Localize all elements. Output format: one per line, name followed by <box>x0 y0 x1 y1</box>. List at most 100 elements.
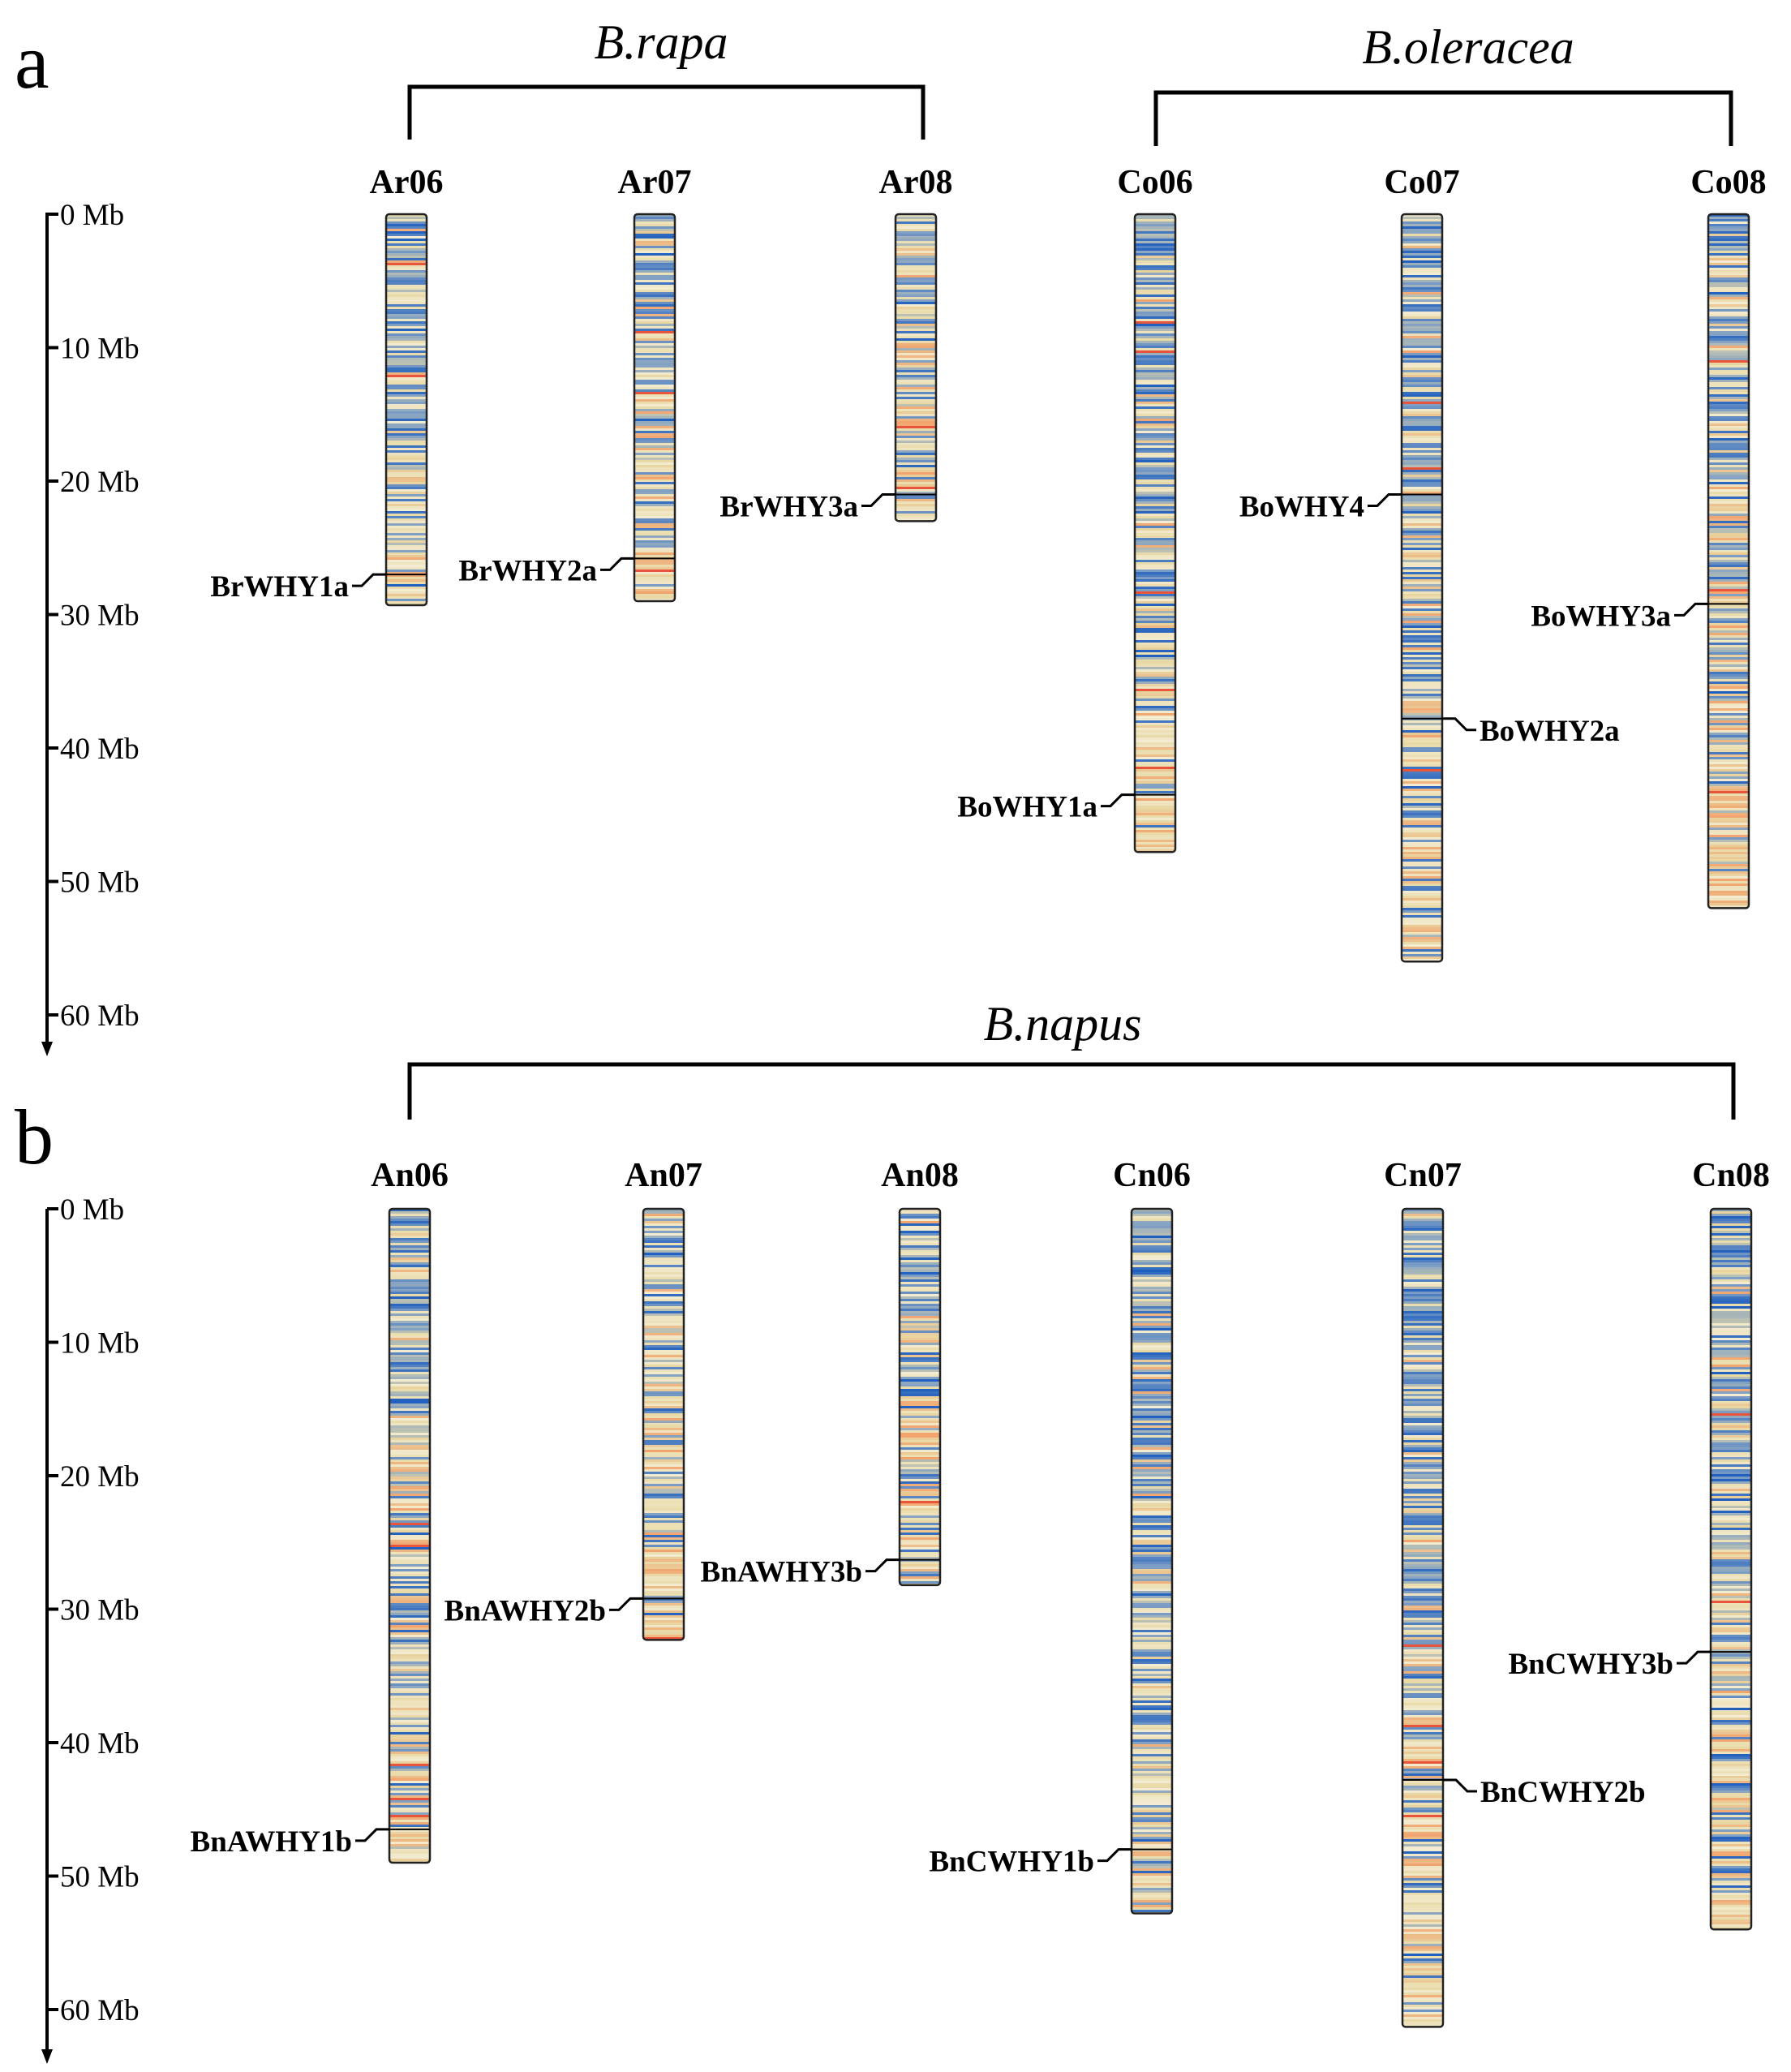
density-stripe <box>1708 343 1749 346</box>
density-stripe <box>1402 708 1442 711</box>
density-stripe <box>643 1550 684 1552</box>
density-stripe <box>1135 346 1175 348</box>
density-stripe <box>896 404 936 406</box>
density-stripe <box>1135 835 1175 837</box>
density-stripe <box>643 1326 684 1328</box>
density-stripe <box>389 1652 430 1654</box>
density-stripe <box>1402 416 1442 419</box>
density-stripe <box>1402 674 1442 677</box>
density-stripe <box>1708 655 1749 657</box>
density-stripe <box>1132 1326 1172 1328</box>
density-stripe <box>643 1606 684 1608</box>
density-stripe <box>386 229 427 231</box>
density-stripe <box>634 458 675 460</box>
density-stripe <box>900 1440 940 1442</box>
density-stripe <box>1711 1849 1751 1851</box>
density-stripe <box>896 302 936 304</box>
density-stripe <box>643 1238 684 1240</box>
density-stripe <box>1708 570 1749 572</box>
density-stripe <box>1132 1902 1172 1905</box>
density-stripe <box>1708 538 1749 540</box>
density-stripe <box>386 265 427 268</box>
density-stripe <box>1402 229 1442 231</box>
density-stripe <box>1135 360 1175 363</box>
density-stripe <box>900 1379 940 1382</box>
density-stripe <box>1402 1864 1443 1866</box>
density-stripe <box>1711 1793 1751 1795</box>
density-stripe <box>1135 479 1175 482</box>
density-stripe <box>1711 1316 1751 1318</box>
density-stripe <box>896 397 936 399</box>
density-stripe <box>1708 531 1749 533</box>
density-stripe <box>1402 1829 1443 1832</box>
density-stripe <box>1402 628 1442 630</box>
density-stripe <box>1402 1893 1443 1895</box>
density-stripe <box>1402 1749 1443 1752</box>
density-stripe <box>389 1559 430 1562</box>
density-stripe <box>643 1348 684 1350</box>
density-stripe <box>1132 1613 1172 1615</box>
density-stripe <box>389 1299 430 1301</box>
density-stripe <box>1402 455 1442 458</box>
density-stripe <box>386 263 427 265</box>
density-stripe <box>900 1369 940 1372</box>
density-stripe <box>1402 1357 1443 1360</box>
density-stripe <box>1135 657 1175 660</box>
gene-connector <box>1443 1778 1477 1793</box>
density-stripe <box>389 1567 430 1569</box>
density-stripe <box>900 1289 940 1292</box>
density-stripe <box>896 387 936 389</box>
density-stripe <box>1132 1214 1172 1216</box>
density-stripe <box>386 453 427 455</box>
density-stripe <box>1402 1644 1443 1647</box>
density-stripe <box>1132 1808 1172 1810</box>
density-stripe <box>1711 1277 1751 1279</box>
density-stripe <box>1402 258 1442 260</box>
density-stripe <box>1132 1881 1172 1883</box>
density-stripe <box>1132 1610 1172 1613</box>
density-stripe <box>643 1231 684 1233</box>
density-stripe <box>900 1491 940 1494</box>
density-stripe <box>1402 664 1442 667</box>
density-stripe <box>1402 621 1442 623</box>
density-stripe <box>643 1301 684 1304</box>
density-stripe <box>1402 574 1442 577</box>
density-stripe <box>1402 1696 1443 1698</box>
density-stripe <box>1132 1744 1172 1747</box>
density-stripe <box>1135 377 1175 380</box>
density-stripe <box>1402 1588 1443 1591</box>
density-stripe <box>1135 336 1175 338</box>
density-stripe <box>1135 387 1175 389</box>
density-stripe <box>1132 1793 1172 1795</box>
density-stripe <box>1132 1450 1172 1452</box>
density-stripe <box>1135 316 1175 319</box>
density-stripe <box>1132 1696 1172 1698</box>
density-stripe <box>386 353 427 355</box>
density-stripe <box>1711 1433 1751 1435</box>
density-stripe <box>1132 1856 1172 1859</box>
density-stripe <box>1402 1411 1443 1413</box>
density-stripe <box>896 377 936 380</box>
density-stripe <box>1708 253 1749 256</box>
density-stripe <box>1402 436 1442 438</box>
density-stripe <box>1132 1676 1172 1679</box>
density-stripe <box>1708 852 1749 854</box>
density-stripe <box>1402 1747 1443 1749</box>
density-stripe <box>1135 482 1175 484</box>
density-stripe <box>634 221 675 224</box>
density-stripe <box>1135 798 1175 801</box>
density-stripe <box>1402 2007 1443 2010</box>
density-stripe <box>634 419 675 421</box>
density-stripe <box>1402 1231 1443 1233</box>
density-stripe <box>389 1469 430 1472</box>
density-stripe <box>1708 389 1749 392</box>
density-stripe <box>1711 1306 1751 1309</box>
density-stripe <box>1402 594 1442 596</box>
density-stripe <box>900 1292 940 1294</box>
density-stripe <box>1402 650 1442 652</box>
density-stripe <box>634 587 675 589</box>
density-stripe <box>1708 781 1749 784</box>
density-stripe <box>1708 703 1749 706</box>
density-stripe <box>1402 1839 1443 1842</box>
density-stripe <box>643 1567 684 1569</box>
